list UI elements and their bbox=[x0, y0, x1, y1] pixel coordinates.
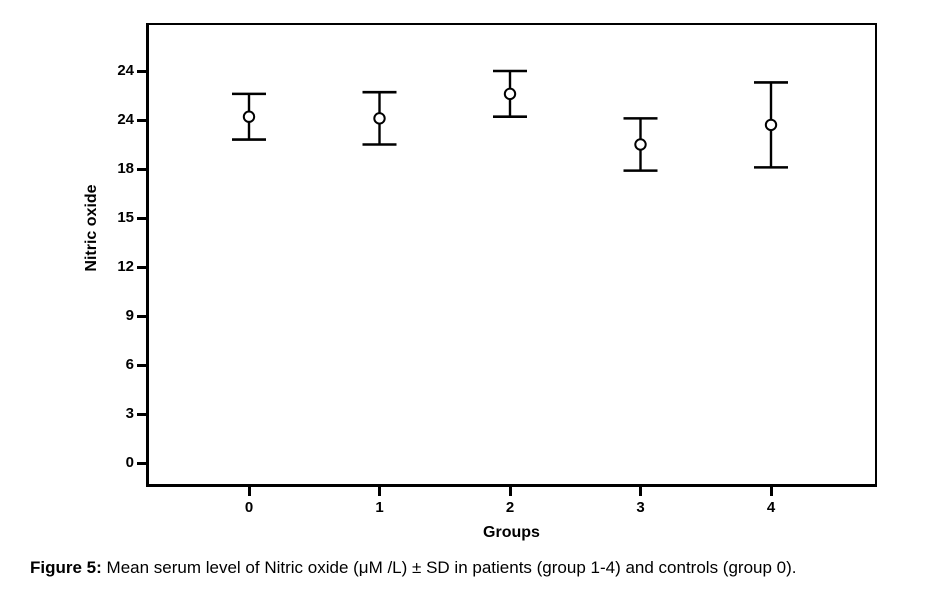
y-tick-mark bbox=[137, 167, 146, 171]
y-tick-mark bbox=[137, 461, 146, 465]
y-tick-label: 0 bbox=[125, 454, 134, 471]
y-tick-label: 12 bbox=[117, 258, 134, 275]
y-tick-label: 3 bbox=[125, 405, 134, 422]
x-tick-mark bbox=[639, 487, 642, 496]
errorbar-series-layer bbox=[232, 69, 788, 172]
y-tick-label: 6 bbox=[125, 356, 134, 373]
mean-marker bbox=[242, 110, 256, 123]
mean-marker bbox=[634, 138, 647, 151]
figure-caption-text: Mean serum level of Nitric oxide (μM /L)… bbox=[106, 558, 797, 577]
x-tick-mark bbox=[247, 487, 251, 496]
x-tick-label: 2 bbox=[505, 499, 515, 516]
y-tick-label: 24 bbox=[117, 111, 134, 128]
y-tick-mark bbox=[137, 118, 146, 122]
x-axis-title: Groups bbox=[483, 524, 540, 541]
mean-marker bbox=[764, 118, 778, 132]
mean-marker bbox=[503, 87, 517, 101]
mean-marker bbox=[373, 112, 386, 125]
x-tick-label: 3 bbox=[636, 499, 645, 516]
y-tick-label: 18 bbox=[117, 160, 134, 177]
y-tick-mark bbox=[137, 216, 146, 220]
plot-frame bbox=[146, 23, 877, 487]
y-tick-label: 15 bbox=[117, 209, 134, 226]
x-tick-label: 4 bbox=[766, 499, 776, 516]
figure-caption: Figure 5: Mean serum level of Nitric oxi… bbox=[30, 557, 930, 579]
y-tick-label: 24 bbox=[117, 62, 134, 79]
x-tick-label: 0 bbox=[244, 499, 254, 516]
y-tick-mark bbox=[137, 69, 146, 73]
y-tick-label: 9 bbox=[125, 307, 134, 324]
y-tick-mark bbox=[137, 363, 146, 367]
y-tick-mark bbox=[137, 412, 146, 416]
figure-caption-prefix: Figure 5: bbox=[30, 558, 102, 577]
x-tick-mark bbox=[508, 487, 512, 496]
y-tick-mark bbox=[137, 265, 146, 269]
x-tick-mark bbox=[769, 487, 773, 496]
y-axis-title: Nitric oxide bbox=[83, 184, 100, 272]
y-tick-mark bbox=[137, 314, 146, 318]
x-tick-label: 1 bbox=[375, 499, 384, 516]
x-tick-mark bbox=[378, 487, 381, 496]
